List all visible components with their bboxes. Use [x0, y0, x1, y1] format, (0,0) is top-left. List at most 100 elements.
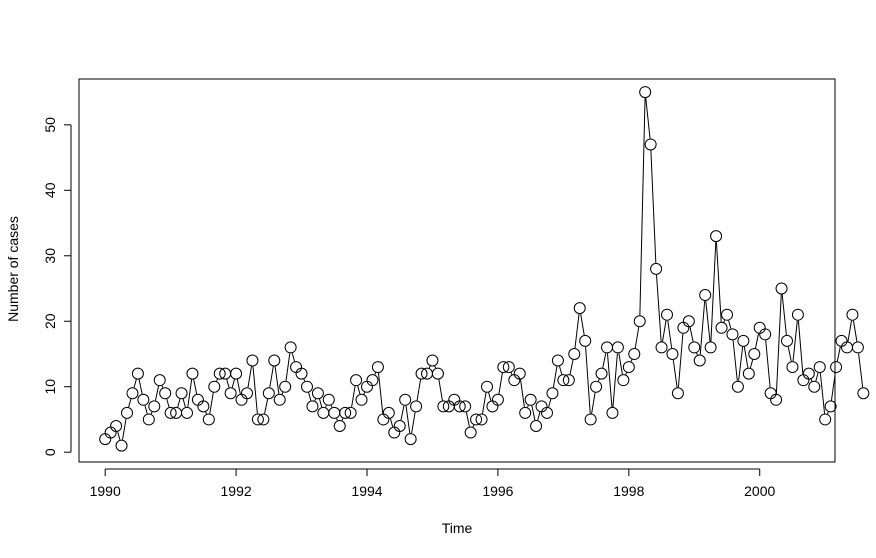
y-tick-label: 30	[42, 248, 58, 264]
data-point	[551, 354, 564, 367]
series-segment	[743, 346, 749, 368]
data-point	[104, 426, 117, 439]
series-segment	[858, 353, 864, 388]
data-point	[824, 400, 837, 413]
series-segment	[797, 320, 804, 375]
series-segment	[209, 392, 214, 414]
data-point	[257, 413, 270, 426]
series-segment	[285, 353, 291, 381]
series-segment	[205, 411, 207, 415]
data-point	[224, 387, 237, 400]
data-point	[246, 354, 259, 367]
data-point	[562, 374, 575, 387]
series-segment	[625, 372, 627, 375]
data-point	[770, 393, 783, 406]
series-segment	[498, 372, 503, 394]
data-point	[241, 387, 253, 400]
data-point	[262, 387, 275, 400]
series-segment	[591, 392, 596, 414]
data-point	[344, 406, 357, 419]
data-point	[633, 315, 646, 328]
data-point	[311, 387, 324, 400]
data-point	[410, 400, 423, 413]
series-segment	[226, 379, 230, 388]
series-segment	[574, 314, 580, 349]
data-point	[835, 334, 848, 347]
data-point	[579, 334, 592, 347]
y-axis-label: Number of cases	[5, 216, 21, 322]
series-segment	[438, 379, 443, 401]
data-point	[846, 308, 859, 321]
series-segment	[274, 366, 280, 394]
series-segment	[434, 365, 437, 369]
data-point	[601, 341, 613, 354]
data-point	[251, 413, 264, 426]
data-point	[137, 393, 150, 406]
series-segment	[269, 366, 274, 388]
data-point	[557, 374, 570, 387]
data-point	[295, 367, 308, 380]
data-point	[464, 426, 477, 439]
data-point	[268, 354, 281, 367]
series-segment	[527, 405, 529, 408]
data-point	[377, 413, 390, 426]
series-segment	[236, 379, 241, 395]
data-point	[606, 406, 619, 419]
series-segment	[291, 353, 295, 362]
data-point	[121, 406, 133, 419]
data-point	[851, 341, 864, 354]
data-point	[742, 367, 755, 380]
data-point	[426, 354, 439, 367]
series-segment	[128, 398, 132, 408]
data-point	[693, 354, 706, 367]
y-tick-label: 10	[42, 379, 58, 395]
data-point	[191, 393, 204, 406]
series-segment	[815, 372, 819, 382]
series-segment	[416, 379, 422, 401]
data-point	[371, 361, 384, 374]
data-point	[595, 367, 608, 380]
series-segment	[247, 366, 252, 388]
series-segment	[634, 327, 640, 349]
data-point	[415, 367, 428, 380]
data-point	[682, 315, 695, 328]
data-point	[175, 387, 188, 400]
y-tick-label: 20	[42, 313, 58, 329]
data-point	[382, 406, 395, 419]
series-segment	[689, 327, 694, 342]
series-segment	[117, 431, 121, 440]
data-point	[590, 380, 603, 393]
series-segment	[677, 333, 684, 388]
data-point	[486, 400, 499, 413]
data-point	[786, 361, 799, 374]
series-segment	[520, 379, 525, 408]
data-point	[710, 230, 723, 243]
data-point	[726, 328, 739, 341]
data-point	[819, 413, 832, 426]
series-segment	[738, 346, 744, 381]
series-segment	[488, 392, 492, 401]
data-point	[791, 308, 804, 321]
data-point	[508, 374, 521, 387]
series-segment	[672, 359, 678, 388]
data-point	[857, 387, 870, 400]
data-point	[802, 367, 815, 380]
series-segment	[781, 294, 787, 335]
data-point	[639, 86, 652, 99]
data-point	[655, 341, 668, 354]
series-segment	[405, 405, 411, 434]
series-segment	[351, 385, 356, 408]
x-axis-label: Time	[442, 520, 473, 536]
series-segment	[122, 418, 127, 440]
series-segment	[330, 405, 333, 408]
series-segment	[325, 405, 327, 408]
data-point	[513, 367, 526, 380]
series-segment	[389, 418, 394, 427]
data-point	[431, 367, 444, 380]
series-segment	[559, 366, 563, 375]
series-segment	[792, 320, 798, 362]
data-point	[481, 380, 493, 393]
x-tick-label: 1994	[351, 483, 382, 499]
data-point	[530, 419, 543, 432]
series-segment	[231, 379, 235, 388]
